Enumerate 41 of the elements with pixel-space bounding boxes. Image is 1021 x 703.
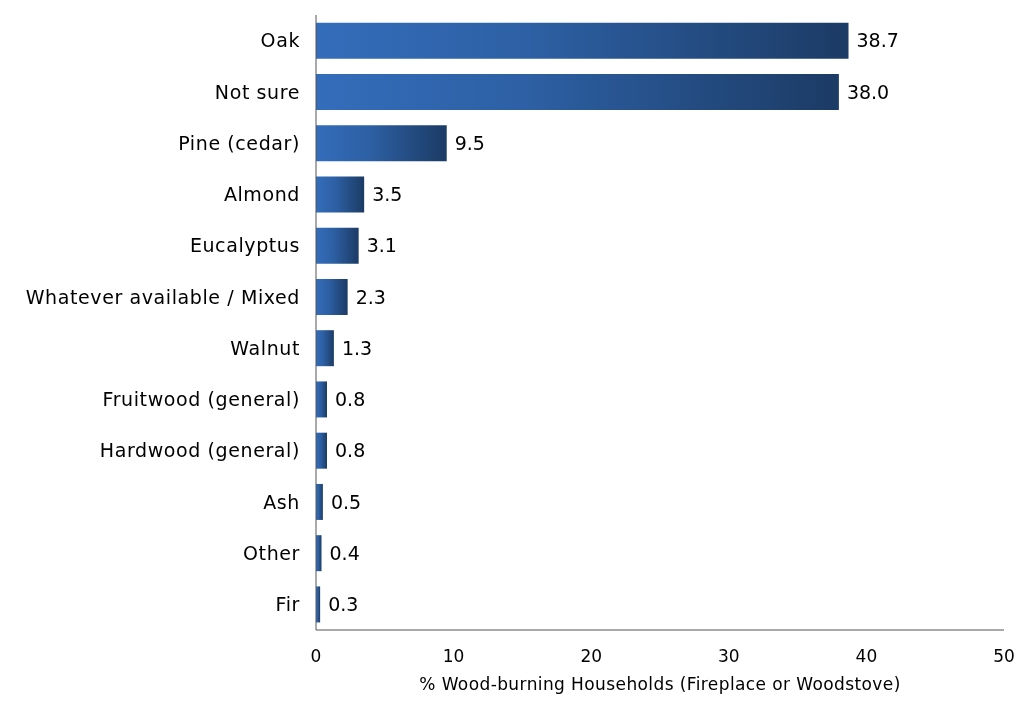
y-tick-label: Fir [275, 593, 300, 616]
y-tick-label: Pine (cedar) [178, 131, 300, 154]
bar [316, 535, 322, 572]
data-label: 0.4 [329, 541, 360, 564]
bar [316, 432, 328, 469]
y-tick-label: Other [243, 541, 300, 564]
data-label: 0.3 [328, 593, 359, 616]
data-label: 0.8 [335, 388, 366, 411]
bar [316, 330, 334, 367]
y-tick-label: Whatever available / Mixed [25, 285, 300, 308]
y-tick-label: Ash [263, 490, 300, 513]
x-tick-label: 50 [993, 646, 1015, 667]
data-label: 3.1 [366, 234, 397, 257]
x-tick-label: 0 [310, 646, 322, 667]
bar [316, 22, 849, 59]
bar [316, 227, 359, 264]
data-label: 38.0 [846, 80, 890, 103]
bar [316, 381, 328, 418]
bar [316, 176, 365, 213]
data-label: 0.5 [330, 490, 362, 513]
y-tick-label: Fruitwood (general) [102, 388, 300, 411]
x-tick-label: 20 [580, 646, 603, 667]
data-label: 3.5 [372, 183, 403, 206]
data-label: 2.3 [355, 285, 386, 308]
y-tick-label: Oak [260, 29, 300, 52]
y-tick-label: Not sure [214, 80, 300, 103]
bar [316, 125, 447, 162]
y-tick-label: Almond [223, 183, 300, 206]
bar [316, 73, 839, 110]
x-tick-label: 40 [855, 646, 878, 667]
x-tick-label: 10 [442, 646, 465, 667]
data-label: 1.3 [341, 336, 373, 359]
data-label: 38.7 [856, 29, 899, 52]
data-label: 9.5 [454, 131, 485, 154]
x-tick-label: 30 [717, 646, 740, 667]
y-tick-label: Hardwood (general) [99, 439, 300, 462]
y-tick-label: Eucalyptus [189, 234, 300, 257]
y-tick-label: Walnut [230, 336, 300, 359]
data-label: 0.8 [335, 439, 366, 462]
x-axis-title: % Wood-burning Households (Fireplace or Woodstove) [419, 674, 901, 694]
bar [316, 278, 348, 315]
